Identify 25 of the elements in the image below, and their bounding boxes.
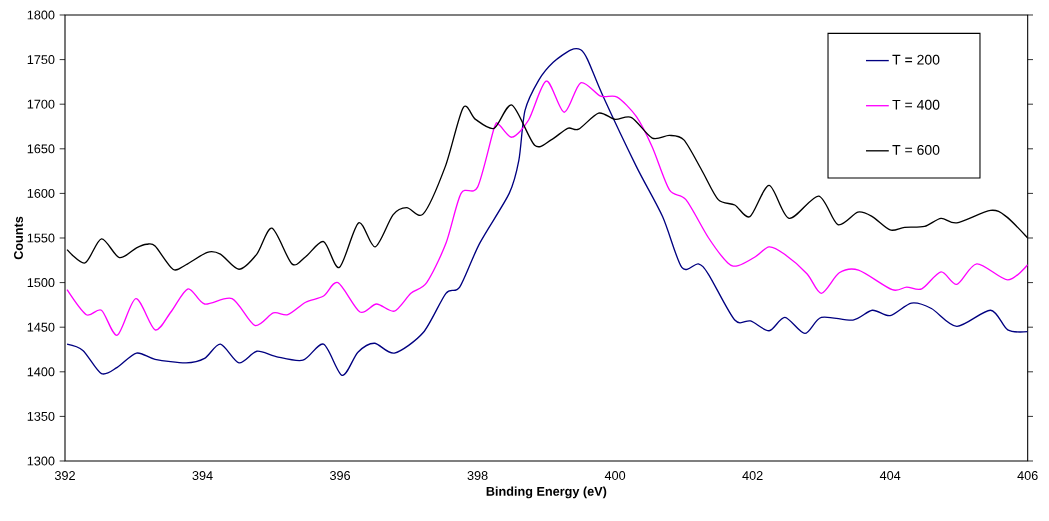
y-tick-label: 1650 bbox=[27, 144, 55, 154]
legend-label: T = 600 bbox=[892, 144, 940, 155]
x-tick-label: 398 bbox=[467, 471, 488, 481]
x-tick-label: 394 bbox=[192, 471, 213, 481]
legend-label: T = 200 bbox=[892, 54, 940, 65]
y-tick-label: 1550 bbox=[27, 233, 55, 243]
x-tick-label: 404 bbox=[879, 471, 901, 481]
x-tick-label: 396 bbox=[329, 471, 351, 481]
legend-label: T = 400 bbox=[892, 99, 940, 110]
x-tick-label: 402 bbox=[742, 471, 763, 481]
x-tick-label: 406 bbox=[1017, 471, 1038, 481]
y-tick-label: 1400 bbox=[27, 367, 55, 377]
x-axis-title: Binding Energy (eV) bbox=[486, 486, 607, 499]
y-axis-title: Counts bbox=[13, 216, 23, 260]
y-tick-label: 1500 bbox=[27, 278, 55, 288]
y-tick-label: 1350 bbox=[27, 411, 55, 421]
y-tick-label: 1800 bbox=[27, 10, 55, 20]
line-series bbox=[66, 80, 1028, 336]
y-tick-label: 1300 bbox=[27, 456, 55, 466]
x-tick-label: 400 bbox=[604, 471, 626, 481]
y-tick-label: 1750 bbox=[27, 55, 55, 65]
y-tick-label: 1700 bbox=[27, 99, 55, 109]
y-tick-label: 1450 bbox=[27, 322, 55, 332]
y-tick-label: 1600 bbox=[27, 188, 55, 198]
x-tick-label: 392 bbox=[54, 471, 75, 481]
